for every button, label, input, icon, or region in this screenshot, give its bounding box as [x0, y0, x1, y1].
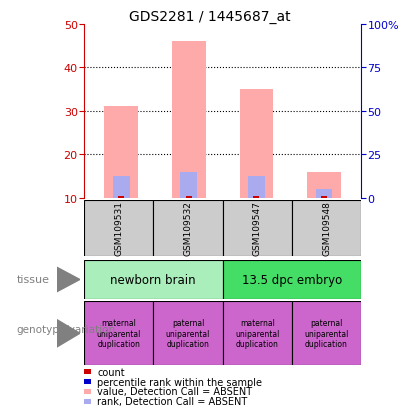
Bar: [84, 301, 153, 366]
Polygon shape: [57, 320, 80, 347]
Bar: [153, 200, 223, 256]
Text: 13.5 dpc embryo: 13.5 dpc embryo: [242, 273, 342, 286]
Text: percentile rank within the sample: percentile rank within the sample: [97, 377, 262, 387]
Bar: [239, 90, 273, 198]
Bar: [113, 177, 130, 198]
Text: GSM109548: GSM109548: [322, 201, 331, 256]
Text: GDS2281 / 1445687_at: GDS2281 / 1445687_at: [129, 10, 291, 24]
Bar: [223, 260, 361, 299]
Text: genotype/variation: genotype/variation: [17, 324, 116, 335]
Text: GSM109531: GSM109531: [114, 201, 123, 256]
Text: tissue: tissue: [17, 275, 50, 285]
Text: paternal
uniparental
duplication: paternal uniparental duplication: [166, 319, 210, 348]
Bar: [180, 172, 197, 198]
Bar: [84, 260, 223, 299]
Bar: [223, 301, 292, 366]
Bar: [292, 200, 361, 256]
Bar: [104, 107, 138, 198]
Bar: [307, 172, 341, 198]
Text: GSM109532: GSM109532: [184, 201, 192, 256]
Bar: [118, 197, 124, 198]
Polygon shape: [57, 268, 80, 292]
Text: newborn brain: newborn brain: [110, 273, 196, 286]
Text: paternal
uniparental
duplication: paternal uniparental duplication: [304, 319, 349, 348]
Bar: [84, 200, 153, 256]
Bar: [223, 200, 292, 256]
Text: maternal
uniparental
duplication: maternal uniparental duplication: [97, 319, 141, 348]
Bar: [292, 301, 361, 366]
Text: maternal
uniparental
duplication: maternal uniparental duplication: [235, 319, 279, 348]
Text: count: count: [97, 367, 125, 377]
Text: rank, Detection Call = ABSENT: rank, Detection Call = ABSENT: [97, 396, 247, 406]
Bar: [321, 197, 327, 198]
Bar: [186, 197, 192, 198]
Bar: [172, 42, 206, 198]
Text: GSM109547: GSM109547: [253, 201, 262, 256]
Bar: [248, 177, 265, 198]
Bar: [153, 301, 223, 366]
Bar: [253, 197, 260, 198]
Bar: [315, 190, 333, 198]
Text: value, Detection Call = ABSENT: value, Detection Call = ABSENT: [97, 387, 252, 396]
